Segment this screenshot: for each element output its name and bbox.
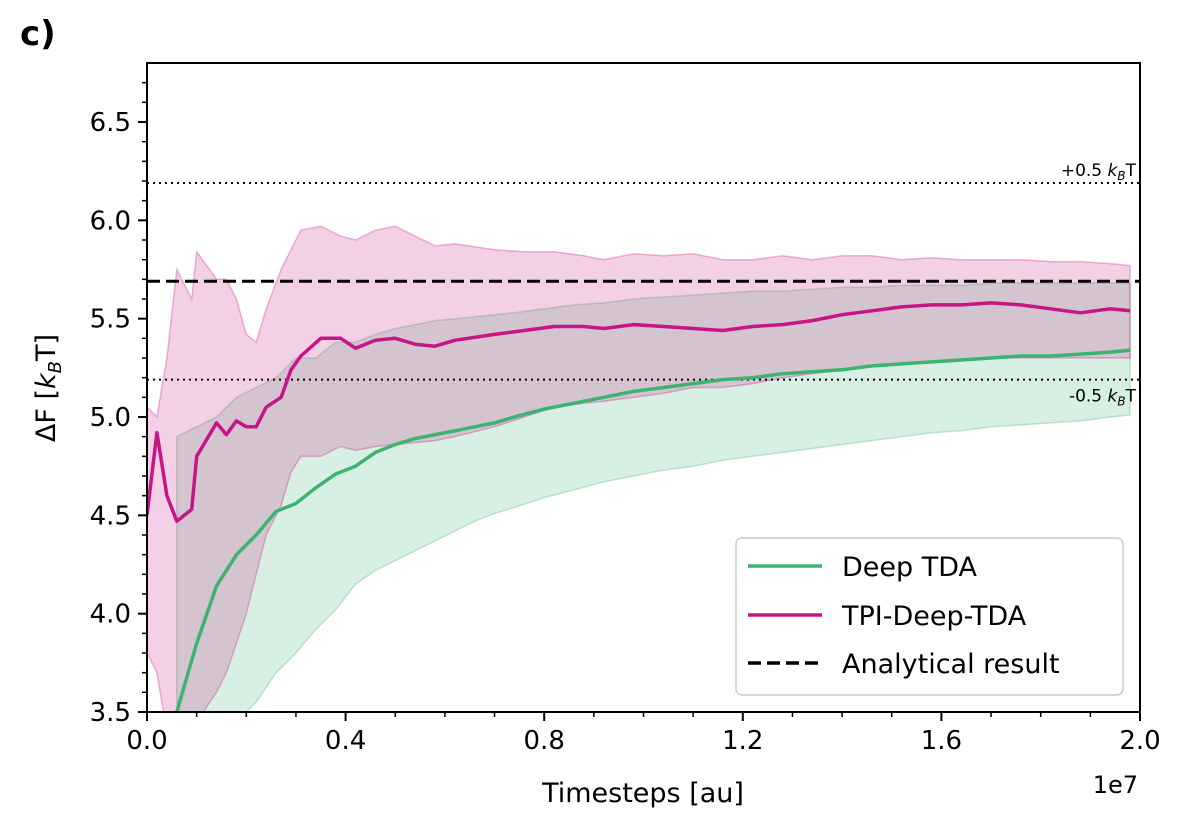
y-tick-label: 5.0 xyxy=(90,403,131,433)
y-axis-title: ΔF [kBT] xyxy=(31,334,66,442)
line-deep-tda xyxy=(175,348,1131,712)
legend-label-deep-tda: Deep TDA xyxy=(842,552,978,583)
y-axis-title-k: k xyxy=(31,372,62,389)
y-tick-label: 6.5 xyxy=(90,108,131,138)
legend: Deep TDA TPI-Deep-TDA Analytical result xyxy=(735,537,1124,696)
y-axis-title-end: T] xyxy=(31,334,62,362)
x-axis-title: Timesteps [au] xyxy=(541,778,744,809)
panel-label: c) xyxy=(20,14,56,54)
x-tick-label: 1.2 xyxy=(722,726,763,756)
band-deep-tda xyxy=(176,282,1131,712)
x-offset-label: 1e7 xyxy=(1093,771,1138,799)
y-tick-label: 6.0 xyxy=(90,206,131,236)
y-tick-label: 3.5 xyxy=(90,698,131,728)
y-tick-label: 4.0 xyxy=(90,600,131,630)
line-tpi-deep-tda xyxy=(147,301,1131,523)
lower-tolerance-label: -0.5 kBT xyxy=(1069,387,1137,409)
x-tick-label: 0.4 xyxy=(325,726,366,756)
legend-label-tpi-deep-tda: TPI-Deep-TDA xyxy=(841,601,1027,632)
band-tpi-deep-tda xyxy=(147,225,1131,712)
y-axis-title-main: ΔF [ xyxy=(31,389,62,442)
x-tick-label: 0.0 xyxy=(126,726,167,756)
y-tick-label: 5.5 xyxy=(90,305,131,335)
y-tick-label: 4.5 xyxy=(90,501,131,531)
legend-box xyxy=(735,537,1124,696)
y-axis-title-sub: B xyxy=(45,361,66,373)
x-tick-label: 1.6 xyxy=(921,726,962,756)
legend-label-analytical: Analytical result xyxy=(842,649,1060,680)
x-tick-label: 0.8 xyxy=(524,726,565,756)
x-tick-label: 2.0 xyxy=(1119,726,1160,756)
upper-tolerance-label: +0.5 kBT xyxy=(1061,161,1137,183)
